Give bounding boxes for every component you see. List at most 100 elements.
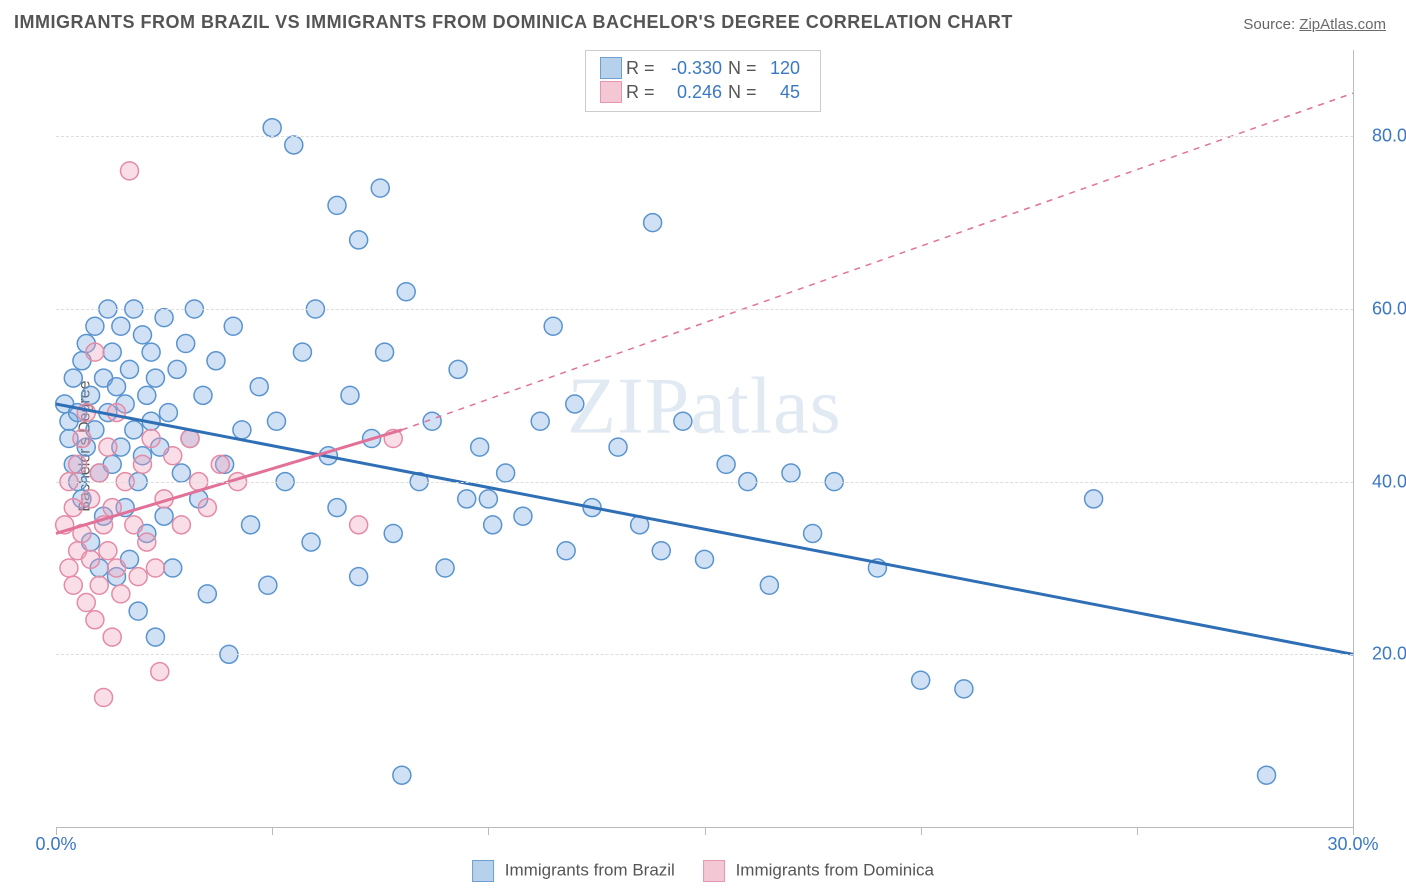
data-point (108, 404, 126, 422)
y-tick-label: 20.0% (1363, 644, 1406, 665)
data-point (1258, 766, 1276, 784)
source-prefix: Source: (1243, 16, 1295, 33)
data-point (69, 455, 87, 473)
data-point (302, 533, 320, 551)
source-link[interactable]: ZipAtlas.com (1299, 16, 1386, 33)
data-point (436, 559, 454, 577)
data-point (112, 317, 130, 335)
data-point (64, 576, 82, 594)
legend-swatch-brazil (600, 57, 622, 79)
data-point (142, 343, 160, 361)
data-point (138, 533, 156, 551)
data-point (60, 559, 78, 577)
data-point (151, 663, 169, 681)
data-point (99, 438, 117, 456)
r-value-dominica: 0.246 (656, 82, 728, 103)
x-tick-label: 0.0% (35, 834, 76, 855)
data-point (544, 317, 562, 335)
data-point (108, 559, 126, 577)
legend-label-dominica: Immigrants from Dominica (736, 860, 934, 879)
data-point (471, 438, 489, 456)
data-point (224, 317, 242, 335)
source-attribution: Source: ZipAtlas.com (1243, 16, 1386, 33)
r-value-brazil: -0.330 (656, 58, 728, 79)
data-point (168, 360, 186, 378)
data-point (129, 602, 147, 620)
data-point (77, 594, 95, 612)
data-point (207, 352, 225, 370)
data-point (77, 404, 95, 422)
data-point (233, 421, 251, 439)
data-point (90, 464, 108, 482)
chart-title: IMMIGRANTS FROM BRAZIL VS IMMIGRANTS FRO… (14, 12, 1013, 33)
data-point (82, 550, 100, 568)
data-point (376, 343, 394, 361)
data-point (64, 499, 82, 517)
data-point (103, 628, 121, 646)
data-point (674, 412, 692, 430)
data-point (242, 516, 260, 534)
data-point (82, 490, 100, 508)
data-point (198, 499, 216, 517)
data-point (557, 542, 575, 560)
data-point (142, 430, 160, 448)
swatch-icon (472, 860, 494, 882)
data-point (103, 343, 121, 361)
data-point (194, 386, 212, 404)
data-point (717, 455, 735, 473)
data-point (198, 585, 216, 603)
data-point (112, 585, 130, 603)
data-point (328, 196, 346, 214)
data-point (397, 283, 415, 301)
data-point (146, 369, 164, 387)
data-point (955, 680, 973, 698)
data-point (484, 516, 502, 534)
y-tick-label: 80.0% (1363, 126, 1406, 147)
n-label: N = (728, 82, 758, 103)
data-point (514, 507, 532, 525)
data-point (146, 559, 164, 577)
data-point (531, 412, 549, 430)
data-point (155, 507, 173, 525)
plot-area: ZIPatlas 20.0%40.0%60.0%80.0%0.0%30.0% (56, 50, 1354, 828)
data-point (133, 326, 151, 344)
data-point (73, 430, 91, 448)
data-point (172, 464, 190, 482)
legend-swatch-dominica (600, 81, 622, 103)
n-label: N = (728, 58, 758, 79)
n-value-brazil: 120 (758, 58, 806, 79)
data-point (159, 404, 177, 422)
data-point (172, 516, 190, 534)
data-point (86, 317, 104, 335)
trend-line-extrapolated (402, 93, 1353, 430)
data-point (350, 231, 368, 249)
data-point (86, 343, 104, 361)
data-point (138, 386, 156, 404)
legend-label-brazil: Immigrants from Brazil (505, 860, 675, 879)
data-point (350, 516, 368, 534)
data-point (129, 568, 147, 586)
data-point (155, 309, 173, 327)
data-point (164, 559, 182, 577)
data-point (125, 421, 143, 439)
data-point (393, 766, 411, 784)
data-point (293, 343, 311, 361)
data-point (449, 360, 467, 378)
swatch-icon (703, 860, 725, 882)
data-point (384, 524, 402, 542)
data-point (86, 611, 104, 629)
data-point (125, 516, 143, 534)
data-point (259, 576, 277, 594)
data-point (609, 438, 627, 456)
legend-item-brazil: Immigrants from Brazil (472, 860, 675, 882)
data-point (108, 378, 126, 396)
data-point (782, 464, 800, 482)
x-tick-label: 30.0% (1327, 834, 1378, 855)
y-tick-label: 60.0% (1363, 299, 1406, 320)
data-point (566, 395, 584, 413)
data-point (82, 386, 100, 404)
data-point (371, 179, 389, 197)
data-point (64, 369, 82, 387)
data-point (479, 490, 497, 508)
data-point (263, 119, 281, 137)
